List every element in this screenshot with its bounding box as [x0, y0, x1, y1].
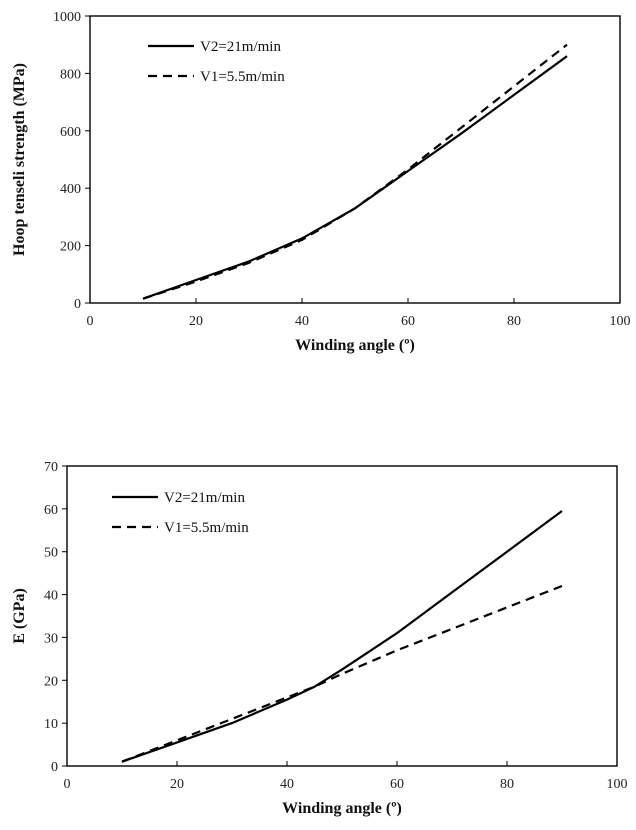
x-axis-ticks: 0 20 40 60 80 100 [64, 761, 628, 792]
y-tick-label: 200 [60, 240, 81, 255]
plot-lines [121, 510, 563, 763]
legend: V2=21m/min V1=5.5m/min [112, 490, 249, 536]
plot-frame [66, 465, 618, 767]
x-tick-label: 20 [170, 777, 184, 792]
y-tick-label: 400 [60, 182, 81, 197]
x-tick-label: 100 [610, 314, 631, 329]
y-tick-label: 50 [44, 546, 58, 561]
chart-hoop-strength: 0 20 40 60 80 100 0 200 400 600 800 1000 Winding a… [11, 10, 631, 354]
y-tick-label: 20 [44, 674, 58, 689]
series-line-1 [121, 510, 563, 763]
y-tick-label: 0 [51, 760, 58, 775]
plot-frame [89, 15, 621, 304]
legend-label-1: V2=21m/min [200, 39, 281, 55]
x-tick-label: 60 [390, 777, 404, 792]
x-axis-ticks: 0 20 40 60 80 100 [87, 298, 631, 329]
x-tick-label: 100 [607, 777, 628, 792]
x-tick-label: 0 [64, 777, 71, 792]
x-axis-title: Winding angle (º) [282, 800, 402, 817]
y-tick-label: 70 [44, 460, 58, 475]
y-tick-label: 60 [44, 503, 58, 518]
x-tick-label: 0 [87, 314, 94, 329]
x-tick-label: 80 [507, 314, 521, 329]
y-tick-label: 40 [44, 589, 58, 604]
x-tick-label: 60 [401, 314, 415, 329]
y-axis-title: E (GPa) [11, 588, 28, 644]
y-tick-label: 600 [60, 125, 81, 140]
legend-label-2: V1=5.5m/min [200, 69, 285, 85]
legend-label-1: V2=21m/min [164, 490, 245, 506]
plot-lines [142, 43, 568, 300]
y-tick-label: 800 [60, 67, 81, 82]
y-axis-ticks: 0 10 20 30 40 50 60 70 [44, 460, 67, 775]
chart-modulus: 0 20 40 60 80 100 0 10 20 30 40 50 60 70 Winding ang… [11, 460, 628, 817]
x-tick-label: 20 [189, 314, 203, 329]
y-tick-label: 30 [44, 631, 58, 646]
series-line-2 [121, 584, 563, 763]
x-tick-label: 80 [500, 777, 514, 792]
y-axis-title: Hoop tenseli strength (MPa) [11, 63, 28, 256]
x-tick-label: 40 [280, 777, 294, 792]
x-tick-label: 40 [295, 314, 309, 329]
legend-label-2: V1=5.5m/min [164, 520, 249, 536]
series-line-1 [142, 55, 568, 300]
series-line-2 [142, 43, 568, 300]
x-axis-title: Winding angle (º) [295, 337, 415, 354]
y-tick-label: 10 [44, 717, 58, 732]
y-tick-label: 0 [74, 297, 81, 312]
y-axis-ticks: 0 200 400 600 800 1000 [53, 10, 90, 312]
y-tick-label: 1000 [53, 10, 81, 25]
legend: V2=21m/min V1=5.5m/min [148, 39, 285, 85]
